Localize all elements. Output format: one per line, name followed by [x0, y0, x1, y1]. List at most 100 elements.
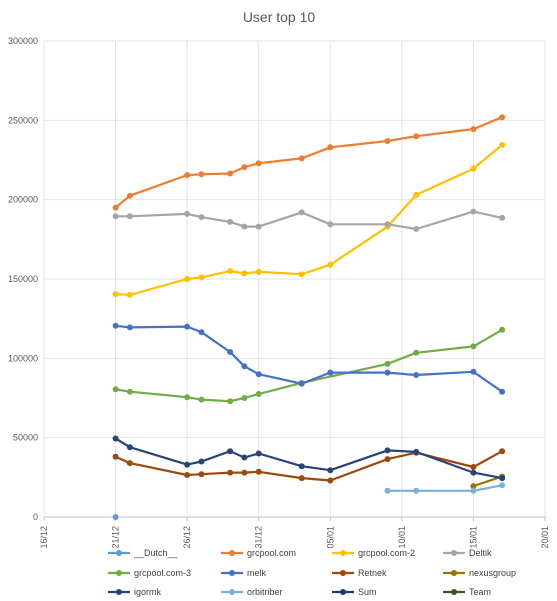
legend-label: grcpool.com-2: [358, 548, 415, 558]
data-point: [384, 138, 391, 144]
data-point: [499, 326, 506, 333]
data-point: [227, 448, 234, 455]
data-point: [126, 324, 133, 331]
data-point: [413, 191, 420, 198]
legend-label: Deltik: [469, 548, 492, 558]
series-line: [115, 328, 503, 403]
data-point: [384, 360, 391, 367]
data-point: [298, 475, 305, 482]
data-point: [241, 469, 248, 476]
data-point: [126, 291, 133, 298]
x-tick-label: 21/12: [111, 526, 121, 549]
data-point: [112, 453, 119, 460]
legend-marker: [229, 589, 235, 595]
data-point: [470, 208, 477, 215]
data-point: [470, 464, 477, 470]
data-point: [112, 386, 119, 393]
data-point: [227, 398, 234, 405]
data-point: [413, 133, 420, 140]
legend-label: melk: [247, 568, 267, 578]
legend-marker: [229, 570, 235, 576]
data-point: [470, 126, 477, 133]
data-point: [255, 223, 262, 230]
legend-item: grcpool.com-3: [108, 568, 191, 578]
data-point: [327, 144, 334, 151]
data-point: [241, 223, 248, 230]
data-point: [384, 221, 391, 228]
series-0: [112, 514, 119, 520]
data-point: [184, 394, 191, 401]
legend: __Dutch__ grcpool.com grcpool.com-2 Deltik g…: [108, 548, 516, 597]
x-tick-label: 31/12: [254, 526, 264, 549]
legend-item: Team: [443, 587, 491, 597]
data-point: [184, 472, 191, 478]
y-tick-label: 200000: [8, 195, 38, 205]
data-point: [184, 323, 191, 330]
y-tick-label: 0: [33, 512, 38, 522]
data-point: [112, 322, 119, 329]
legend-label: igormk: [134, 587, 162, 597]
series-2: [112, 141, 506, 298]
data-point: [470, 483, 477, 490]
axes: 0 50000 100000 150000 200000 250000 300000 16/1…: [8, 36, 550, 549]
data-point: [112, 514, 119, 520]
data-point: [384, 447, 391, 454]
data-point: [327, 221, 334, 228]
series-layer: [112, 114, 506, 520]
data-point: [470, 469, 477, 476]
x-tick-label: 15/01: [468, 526, 478, 549]
data-point: [184, 461, 191, 468]
legend-label: grcpool.com-3: [134, 568, 191, 578]
data-point: [327, 261, 334, 268]
legend-item: igormk: [108, 587, 162, 597]
data-point: [413, 372, 420, 378]
data-point: [470, 165, 477, 172]
data-point: [198, 396, 205, 403]
data-point: [470, 368, 477, 375]
data-point: [413, 487, 420, 494]
data-point: [499, 388, 506, 395]
data-point: [241, 363, 248, 370]
data-point: [298, 380, 305, 387]
data-point: [198, 458, 205, 465]
data-point: [298, 463, 305, 470]
data-point: [499, 114, 506, 121]
data-point: [470, 487, 477, 494]
data-point: [298, 155, 305, 162]
data-point: [255, 450, 262, 457]
legend-marker: [340, 570, 346, 576]
legend-item: grcpool.com: [221, 548, 296, 558]
legend-item: Deltik: [443, 548, 492, 558]
legend-marker: [451, 570, 457, 576]
y-tick-label: 300000: [8, 36, 38, 46]
data-point: [198, 214, 205, 221]
data-point: [198, 471, 205, 478]
series-line: [387, 484, 503, 492]
y-tick-label: 50000: [13, 433, 38, 443]
legend-item: Retnek: [332, 568, 387, 578]
data-point: [227, 469, 234, 476]
y-tick-label: 250000: [8, 115, 38, 125]
data-point: [413, 349, 420, 356]
chart-title: User top 10: [243, 9, 316, 25]
series-1: [112, 114, 506, 211]
legend-item: Sum: [332, 587, 377, 597]
data-point: [126, 460, 133, 467]
data-point: [241, 270, 248, 277]
data-point: [112, 291, 119, 298]
data-point: [126, 213, 133, 220]
data-point: [255, 160, 262, 167]
legend-marker: [340, 589, 346, 595]
legend-label: grcpool.com: [247, 548, 296, 558]
data-point: [255, 268, 262, 275]
data-point: [241, 395, 248, 401]
legend-marker: [229, 550, 235, 556]
data-point: [470, 343, 477, 350]
data-point: [112, 213, 119, 220]
data-point: [499, 482, 506, 489]
series-5: [112, 322, 506, 395]
data-point: [255, 391, 262, 397]
data-point: [184, 210, 191, 217]
data-point: [227, 349, 234, 355]
